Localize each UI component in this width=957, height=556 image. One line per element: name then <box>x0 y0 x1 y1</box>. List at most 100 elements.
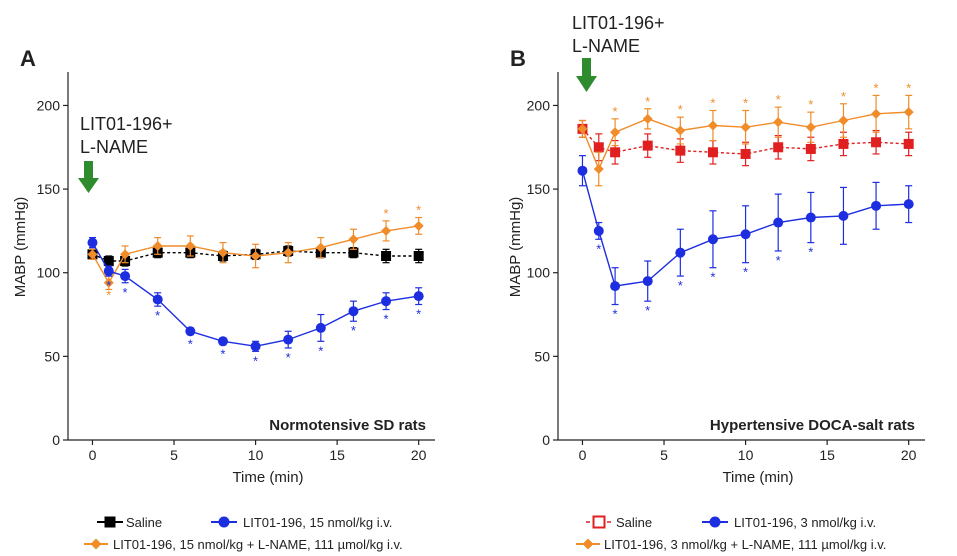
panel-a-lname-point <box>120 249 131 260</box>
legend-a: Saline LIT01-196, 15 nmol/kg i.v. LIT01-… <box>84 515 403 552</box>
panel-b-lname-point <box>577 123 588 134</box>
panel-b-lit-point <box>903 199 914 210</box>
panel-b-lname-significance-star: * <box>841 89 846 104</box>
panel-b-lit-significance-star: * <box>808 245 813 260</box>
legend-a-lname-item: LIT01-196, 15 nmol/kg + L-NAME, 111 µmol… <box>84 537 403 552</box>
panel-b-lit-point <box>773 217 784 228</box>
panel-b-saline-point <box>642 140 653 151</box>
panel-a-lit-point <box>413 291 424 302</box>
panel-a-lname-point <box>348 234 359 245</box>
panel-b-y-tick-label: 150 <box>527 181 551 197</box>
panel-b-lname-point <box>675 125 686 136</box>
panel-b-lit-significance-star: * <box>743 265 748 280</box>
panel-b-lname-significance-star: * <box>743 95 748 110</box>
panel-b-lit-point <box>675 247 686 258</box>
panel-b-lname-point <box>707 120 718 131</box>
panel-a-lit-significance-star: * <box>123 285 128 300</box>
legend-b-saline-marker <box>592 515 606 529</box>
panel-a-label: A <box>20 46 36 71</box>
panel-a-y-tick-label: 100 <box>37 265 61 281</box>
panel-a-lit-point <box>283 334 294 345</box>
panel-a-arrow-label-line1: LIT01-196+ <box>80 114 173 134</box>
panel-a-lname-point <box>315 242 326 253</box>
panel-a-lname-point <box>381 225 392 236</box>
legend-a-lit-marker <box>218 516 230 528</box>
panel-a-lname-point <box>217 247 228 258</box>
panel-a-lit-significance-star: * <box>318 343 323 358</box>
panel-b-x-tick-label: 5 <box>660 447 668 463</box>
legend-a-saline-label: Saline <box>126 515 162 530</box>
panel-a-x-tick-label: 15 <box>329 447 345 463</box>
panel-a-lname-point <box>185 240 196 251</box>
panel-b-lit-point <box>740 229 751 240</box>
panel-a-series-lit: * **** * * *** * <box>87 237 424 368</box>
panel-a-lname-point <box>103 277 114 288</box>
panel-b-lit-point <box>593 225 604 236</box>
panel-b-saline-point <box>871 137 882 148</box>
panel-b-lit-significance-star: * <box>678 278 683 293</box>
panel-a-lit-point <box>120 271 131 282</box>
panel-a-lname-line <box>91 225 419 285</box>
panel-b-lit-significance-star: * <box>645 303 650 318</box>
panel-a-lit-point <box>348 306 359 317</box>
panel-a-y-tick-label: 150 <box>37 181 61 197</box>
panel-a-injection-arrow-icon <box>78 161 99 193</box>
panel-a-saline-point <box>381 251 392 261</box>
legend-a-saline-item: Saline <box>97 515 162 530</box>
panel-b-y-tick-label: 50 <box>534 348 550 364</box>
panel-b-lname-point <box>903 107 914 118</box>
panel-a-y-axis-label: MABP (mmHg) <box>12 197 29 298</box>
panel-a-y-tick-label: 200 <box>37 97 61 113</box>
panel-b-label: B <box>510 46 526 71</box>
panel-b-lit-line <box>581 170 909 287</box>
legend-b-lname-marker <box>582 538 594 550</box>
panel-b-lit-point <box>838 210 849 221</box>
panel-a-lname-point <box>250 251 261 261</box>
panel-a-lit-significance-star: * <box>286 350 291 365</box>
panel-a-x-axis-label: Time (min) <box>232 469 303 486</box>
panel-b-injection-arrow-icon <box>576 58 597 92</box>
panel-b-saline-point <box>838 138 849 149</box>
panel-b-saline-point <box>675 145 686 156</box>
panel-b-saline-point <box>805 143 816 154</box>
panel-b-y-tick-label: 200 <box>527 97 551 113</box>
panel-b-lname-point <box>610 127 621 138</box>
panel-a-x-tick-label: 20 <box>411 447 427 463</box>
panel-b-lname-significance-star: * <box>613 104 618 119</box>
legend-b-lit-marker <box>709 516 721 528</box>
legend-a-lit-item: LIT01-196, 15 nmol/kg i.v. <box>211 515 392 530</box>
panel-a-lname-significance-star: * <box>384 206 389 221</box>
panel-b-lname-point <box>740 122 751 133</box>
panel-b: B LIT01-196+ L-NAME Hypertensive DOCA-sa… <box>507 13 925 486</box>
legend-b-lname-label: LIT01-196, 3 nmol/kg + L-NAME, 111 µmol/… <box>604 537 886 552</box>
legend-a-saline-marker <box>104 516 116 528</box>
panel-b-saline-point <box>610 147 621 158</box>
legend-b-lit-label: LIT01-196, 3 nmol/kg i.v. <box>734 515 876 530</box>
panel-a-lname-point <box>87 249 98 260</box>
legend-a-lname-marker <box>90 538 102 550</box>
panel-b-lname-line <box>581 111 909 171</box>
panel-b-saline-point <box>593 142 604 153</box>
panel-b-lit-point <box>707 234 718 245</box>
panel-a-lname-point <box>283 247 294 258</box>
panel-b-y-tick-label: 100 <box>527 265 551 281</box>
panel-b-x-tick-label: 0 <box>579 447 587 463</box>
panel-b-annotation: Hypertensive DOCA-salt rats <box>710 417 915 434</box>
panel-b-lname-point <box>838 115 849 126</box>
panel-a-annotation: Normotensive SD rats <box>269 417 426 434</box>
panel-b-x-tick-label: 10 <box>738 447 754 463</box>
panel-a-lit-point <box>103 266 114 277</box>
panel-b-lit-point <box>610 281 621 292</box>
panel-b-lname-point <box>773 117 784 128</box>
panel-b-lname-significance-star: * <box>678 102 683 117</box>
panel-a-x-tick-label: 5 <box>170 447 178 463</box>
panel-b-arrow-label-line1: LIT01-196+ <box>572 13 665 33</box>
panel-a-lit-significance-star: * <box>253 353 258 368</box>
panel-b-plot-area: 0 50 100 150 200 0 5 10 15 20 * * * * * * * * * * * * * * * * * * <box>527 72 925 463</box>
panel-a-lit-point <box>250 341 261 352</box>
panel-a-saline-point <box>103 256 114 267</box>
panel-b-lname-significance-star: * <box>710 95 715 110</box>
panel-b-lit-point <box>871 200 882 211</box>
